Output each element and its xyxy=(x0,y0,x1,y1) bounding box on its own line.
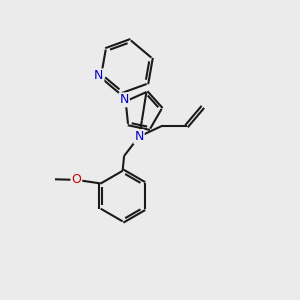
Text: N: N xyxy=(134,130,144,143)
Text: O: O xyxy=(71,173,81,186)
Text: N: N xyxy=(94,69,104,82)
Text: N: N xyxy=(119,93,129,106)
